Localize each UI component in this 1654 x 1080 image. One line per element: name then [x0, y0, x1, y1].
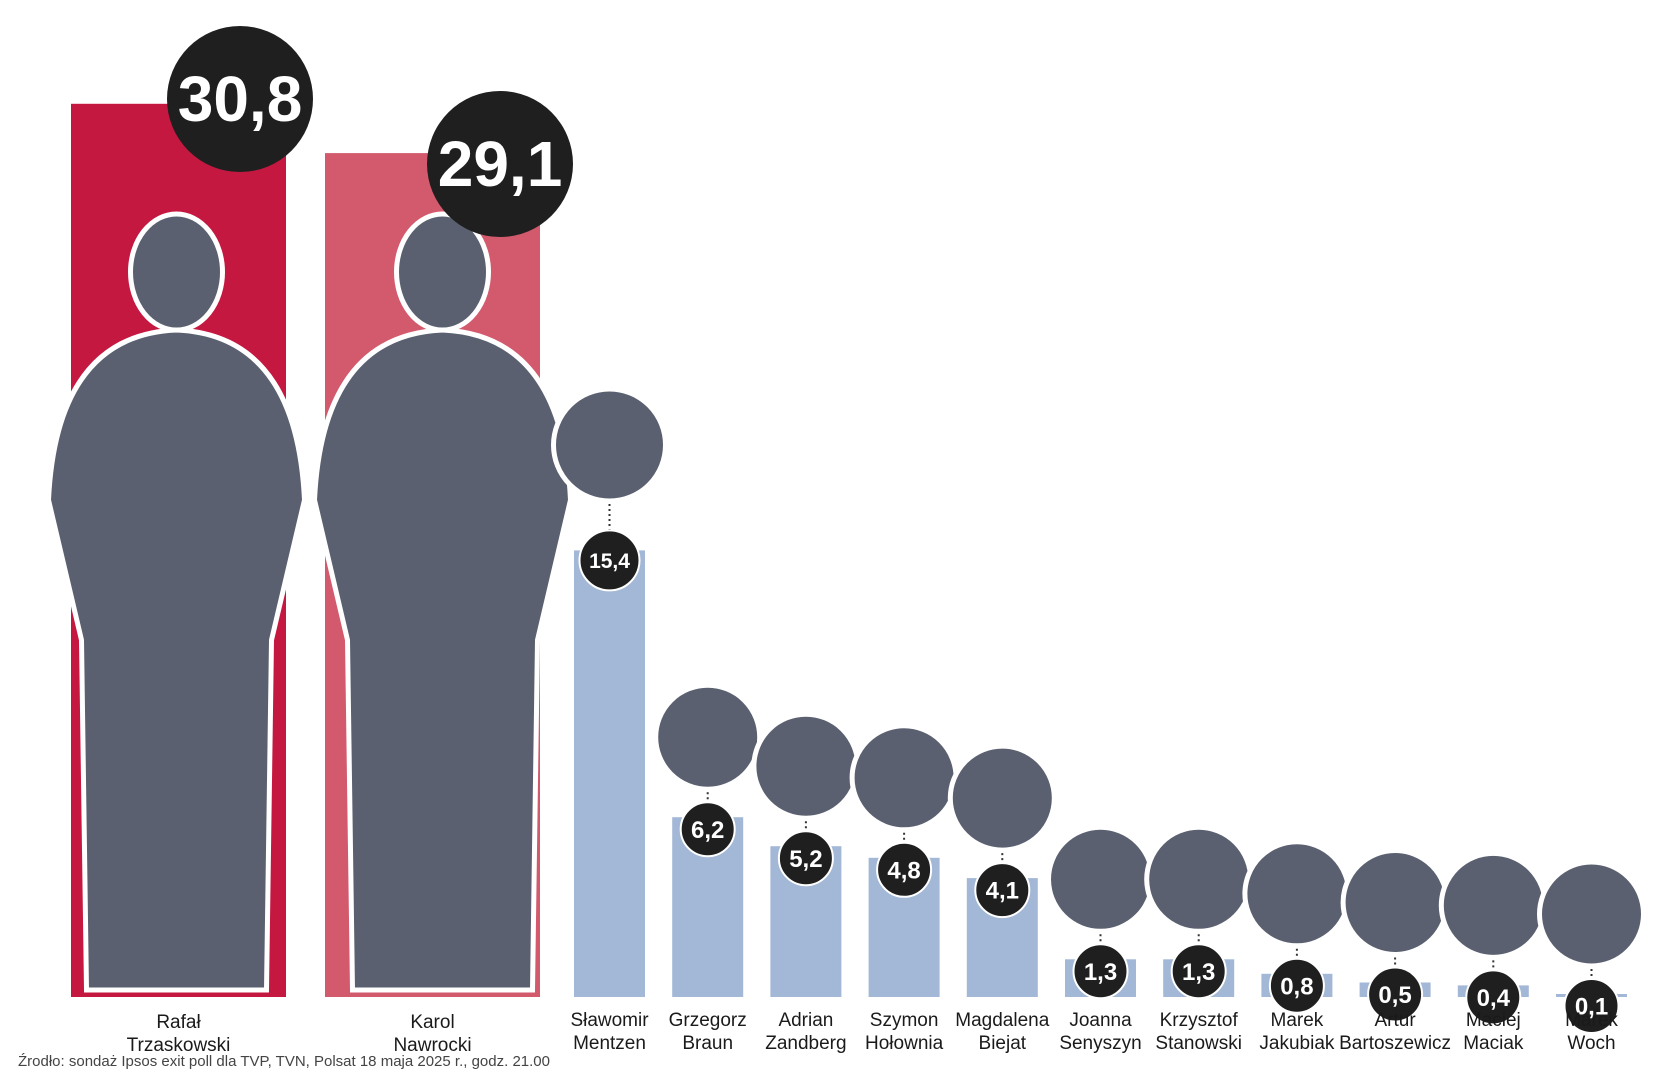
value-label: 0,1 — [1575, 994, 1608, 1021]
candidate-photo — [849, 723, 959, 833]
value-badge — [1367, 966, 1424, 1023]
candidate-name-label: Artur — [1375, 1010, 1417, 1031]
candidate-photo-body — [311, 327, 574, 993]
candidate-name-label: Jakubiak — [1259, 1033, 1334, 1054]
value-label: 4,8 — [887, 857, 920, 884]
value-badge — [777, 830, 834, 887]
value-badge — [1465, 969, 1522, 1026]
value-label: 0,4 — [1477, 985, 1511, 1012]
candidate-name-label: Braun — [682, 1033, 733, 1054]
candidate-photo — [1144, 824, 1254, 934]
value-label: 1,3 — [1084, 959, 1117, 986]
candidate-name-label: Hołownia — [865, 1033, 944, 1054]
candidate-name-label: Szymon — [870, 1010, 939, 1031]
candidate-photo — [1537, 859, 1646, 969]
candidate-photo — [947, 743, 1057, 853]
candidate-name-label: Trzaskowski — [127, 1035, 231, 1056]
candidate-photo — [1242, 839, 1352, 949]
value-label: 6,2 — [691, 817, 724, 844]
candidate-photo — [653, 682, 763, 792]
value-badge — [974, 862, 1031, 919]
candidate-name-label: Maciej — [1466, 1010, 1521, 1031]
candidate-name-label: Bartoszewicz — [1339, 1033, 1451, 1054]
candidate-photo — [751, 711, 861, 821]
candidate-name-label: Nawrocki — [393, 1035, 471, 1056]
value-badge — [167, 26, 313, 172]
candidate-name-label: Joanna — [1069, 1010, 1132, 1031]
candidate-photo — [1046, 824, 1155, 934]
source-note: Źrodło: sondaż Ipsos exit poll dla TVP, … — [18, 1053, 550, 1070]
candidate-name-label: Senyszyn — [1059, 1033, 1141, 1054]
candidate-name-label: Stanowski — [1155, 1033, 1242, 1054]
value-label: 4,1 — [986, 878, 1019, 905]
candidate-name-label: Zandberg — [765, 1033, 846, 1054]
candidate-photo — [551, 386, 668, 504]
candidate-name-label: Krzysztof — [1160, 1010, 1239, 1031]
bar — [574, 550, 645, 997]
candidate-photo — [1438, 850, 1548, 960]
candidate-name-label: Mentzen — [573, 1033, 646, 1054]
value-label: 1,3 — [1182, 959, 1215, 986]
candidate-name-label: Karol — [410, 1012, 454, 1033]
value-label: 5,2 — [789, 846, 822, 873]
candidate-name-label: Rafał — [156, 1012, 201, 1033]
candidate-name-label: Maciak — [1463, 1033, 1524, 1054]
candidate-name-label: Adrian — [778, 1010, 833, 1031]
candidate-name-label: Sławomir — [570, 1010, 649, 1031]
candidate-name-label: Marek — [1565, 1010, 1618, 1031]
value-badge — [1268, 957, 1325, 1014]
candidate-name-label: Biejat — [979, 1033, 1027, 1054]
candidate-photo — [1340, 848, 1450, 957]
value-badge — [1170, 943, 1227, 1000]
candidate-name-label: Magdalena — [955, 1010, 1049, 1031]
value-label: 15,4 — [589, 550, 630, 573]
value-label: 0,5 — [1378, 982, 1411, 1009]
candidate-name-label: Grzegorz — [669, 1010, 747, 1031]
value-badge — [876, 841, 933, 898]
value-label: 29,1 — [438, 128, 563, 200]
value-badge — [1072, 943, 1129, 1000]
candidate-photo-body — [45, 327, 308, 993]
candidate-name-label: Woch — [1567, 1033, 1615, 1054]
value-badge — [679, 801, 736, 858]
candidate-photo-head — [128, 211, 225, 333]
value-badge — [578, 529, 641, 592]
value-label: 30,8 — [178, 63, 303, 135]
value-badge — [1563, 978, 1620, 1034]
value-badge — [427, 91, 573, 237]
candidate-name-label: Marek — [1271, 1010, 1324, 1031]
value-label: 0,8 — [1280, 973, 1313, 1000]
